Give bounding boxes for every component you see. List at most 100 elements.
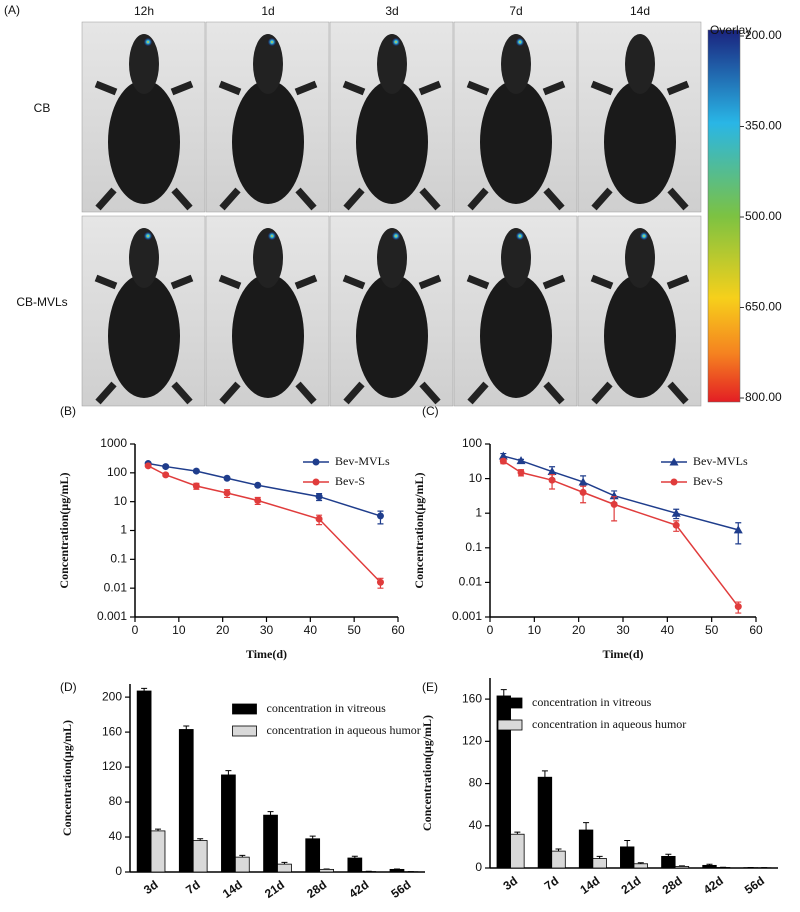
error-bar bbox=[267, 811, 274, 816]
legend-swatch bbox=[232, 725, 257, 737]
marker bbox=[315, 493, 323, 501]
x-tick-label: 50 bbox=[347, 623, 361, 637]
mouse-head bbox=[377, 34, 407, 94]
mouse-head bbox=[253, 228, 283, 288]
mouse-head bbox=[129, 228, 159, 288]
x-tick-label: 28d bbox=[304, 878, 329, 901]
x-axis-label: Time(d) bbox=[602, 647, 643, 661]
x-tick-label: 7d bbox=[183, 878, 203, 898]
marker bbox=[547, 467, 557, 476]
column-label: 14d bbox=[630, 4, 650, 18]
y-tick-label: 1 bbox=[475, 505, 482, 519]
bar bbox=[702, 864, 717, 869]
mouse-body bbox=[480, 274, 552, 398]
legend-marker bbox=[670, 478, 678, 486]
x-tick-label: 40 bbox=[661, 623, 675, 637]
mouse-body bbox=[232, 80, 304, 204]
marker bbox=[162, 471, 170, 479]
error-bar bbox=[624, 840, 631, 847]
x-tick-label: 0 bbox=[487, 623, 494, 637]
colorbar-tick-label: 650.00 bbox=[745, 300, 782, 314]
panel-label: (D) bbox=[60, 680, 77, 694]
colorbar-tick-label: 800.00 bbox=[745, 390, 782, 404]
legend-swatch bbox=[497, 697, 523, 709]
marker bbox=[376, 578, 384, 586]
x-tick-label: 42d bbox=[701, 874, 726, 897]
marker bbox=[498, 451, 508, 460]
x-tick-label: 10 bbox=[172, 623, 186, 637]
x-tick-label: 56d bbox=[742, 874, 767, 897]
row-label: CB-MVLs bbox=[16, 295, 67, 309]
legend-swatch bbox=[497, 719, 523, 731]
column-label: 1d bbox=[261, 4, 274, 18]
mouse-limbs bbox=[218, 274, 318, 405]
y-tick-label: 40 bbox=[109, 829, 123, 843]
x-tick-label: 21d bbox=[262, 878, 287, 901]
bar bbox=[537, 776, 553, 869]
colorbar-tick-label: 500.00 bbox=[745, 209, 782, 223]
y-tick-label: 0.01 bbox=[104, 580, 128, 594]
mouse-body bbox=[604, 80, 676, 204]
x-tick-label: 50 bbox=[705, 623, 719, 637]
y-tick-label: 40 bbox=[469, 818, 483, 832]
x-tick-label: 14d bbox=[220, 878, 245, 901]
marker bbox=[376, 512, 384, 520]
bar bbox=[674, 866, 690, 869]
error-bar bbox=[541, 770, 548, 778]
marker bbox=[223, 489, 231, 497]
colorbar-tick-label: 350.00 bbox=[745, 119, 782, 133]
x-tick-label: 3d bbox=[141, 878, 161, 898]
signal-spot bbox=[144, 38, 152, 46]
legend-label: Bev-S bbox=[693, 474, 723, 488]
y-tick-label: 10 bbox=[469, 471, 483, 485]
bar bbox=[277, 863, 292, 873]
y-tick-label: 80 bbox=[469, 776, 483, 790]
marker bbox=[254, 496, 262, 504]
y-tick-label: 0.001 bbox=[452, 609, 482, 623]
panel-label: (E) bbox=[422, 680, 438, 694]
marker bbox=[254, 481, 262, 489]
x-tick-label: 42d bbox=[346, 878, 371, 901]
colorbar-title: Overlay bbox=[710, 23, 751, 37]
mouse-body bbox=[356, 274, 428, 398]
bar bbox=[496, 695, 511, 869]
y-tick-label: 200 bbox=[102, 689, 122, 703]
marker bbox=[610, 500, 618, 508]
marker bbox=[548, 476, 556, 484]
legend-swatch bbox=[232, 703, 257, 715]
bar bbox=[592, 858, 607, 869]
y-tick-label: 0.01 bbox=[459, 575, 483, 589]
signal-spot bbox=[144, 232, 152, 240]
mouse-limbs bbox=[466, 80, 566, 211]
legend-label: Bev-MVLs bbox=[693, 454, 748, 468]
x-tick-label: 14d bbox=[577, 874, 602, 897]
bar bbox=[715, 867, 731, 869]
column-label: 12h bbox=[134, 4, 154, 18]
signal-spot bbox=[268, 38, 276, 46]
y-tick-label: 0.001 bbox=[97, 609, 127, 623]
signal-spot bbox=[392, 38, 400, 46]
series-line bbox=[148, 462, 381, 517]
x-tick-label: 30 bbox=[260, 623, 274, 637]
y-tick-label: 120 bbox=[462, 734, 482, 748]
bar bbox=[551, 850, 566, 869]
bar bbox=[263, 814, 278, 873]
y-tick-label: 0.1 bbox=[110, 552, 127, 566]
bar bbox=[633, 863, 648, 869]
x-tick-label: 60 bbox=[391, 623, 405, 637]
signal-spot bbox=[392, 232, 400, 240]
bar bbox=[150, 830, 166, 873]
mouse-body bbox=[356, 80, 428, 204]
bar bbox=[620, 846, 635, 869]
x-tick-label: 56d bbox=[388, 878, 413, 901]
mouse-body bbox=[480, 80, 552, 204]
mouse-limbs bbox=[590, 80, 690, 211]
mouse-head bbox=[253, 34, 283, 94]
bar bbox=[661, 855, 676, 869]
y-axis-label: Concentration(μg/mL) bbox=[57, 472, 71, 588]
row-label: CB bbox=[34, 101, 51, 115]
marker bbox=[223, 474, 231, 482]
mouse-limbs bbox=[94, 274, 194, 405]
x-tick-label: 40 bbox=[304, 623, 318, 637]
